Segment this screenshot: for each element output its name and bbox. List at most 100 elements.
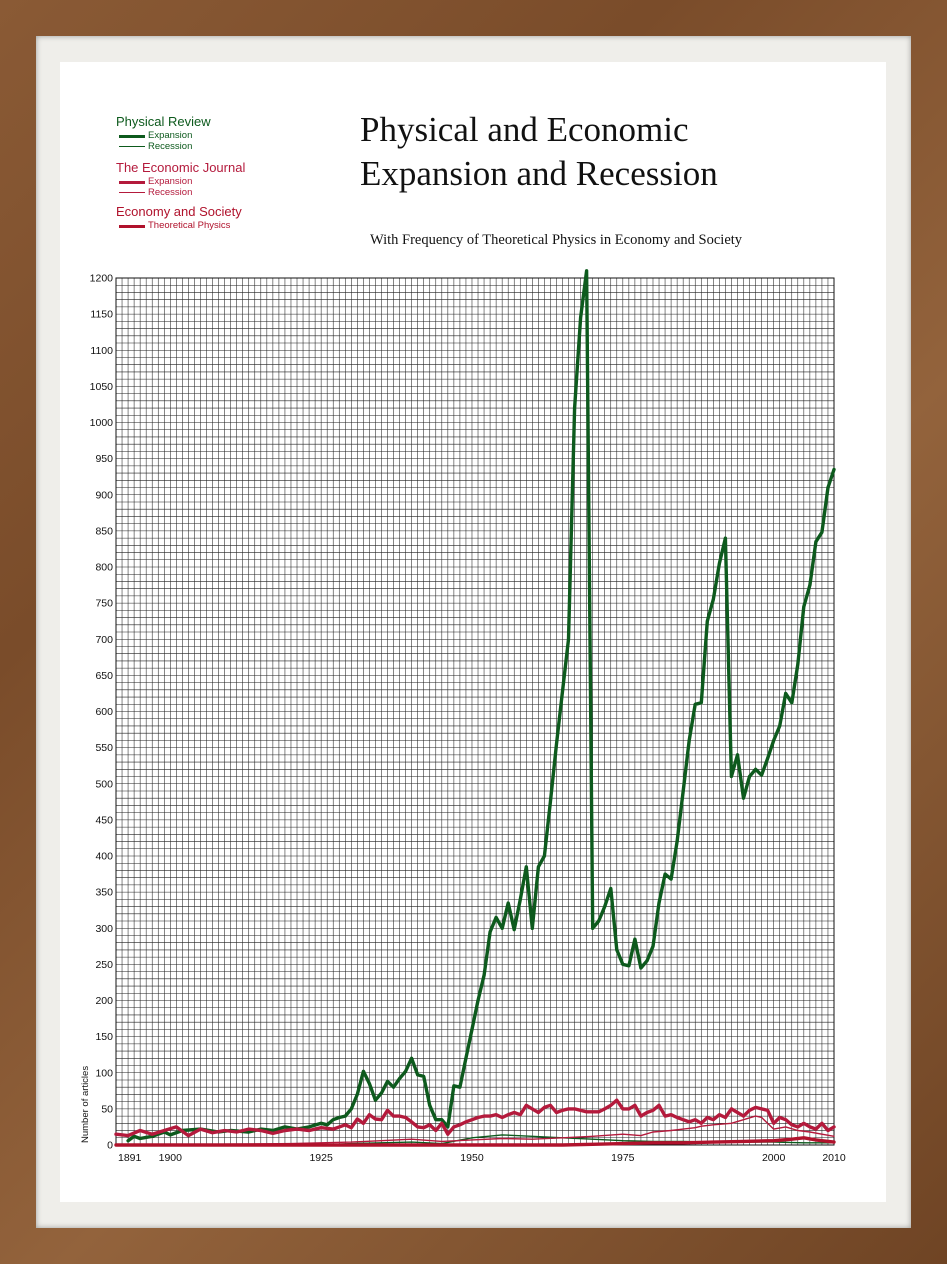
data-point — [405, 1070, 407, 1072]
data-point — [411, 1141, 413, 1143]
data-point — [634, 1104, 636, 1106]
data-point — [640, 1135, 642, 1137]
data-point — [580, 1109, 582, 1111]
data-point — [549, 1104, 552, 1106]
data-point — [326, 1124, 328, 1126]
data-point — [682, 1128, 684, 1130]
data-point — [827, 486, 829, 489]
data-point — [332, 1128, 334, 1130]
y-tick-label: 150 — [95, 1031, 113, 1043]
data-point — [670, 1114, 672, 1116]
y-tick-label: 700 — [95, 634, 113, 646]
data-point — [785, 1126, 787, 1128]
data-point — [646, 960, 648, 962]
data-point — [163, 1129, 165, 1132]
data-point — [694, 1127, 696, 1129]
data-point — [392, 1086, 395, 1088]
data-point — [755, 768, 757, 770]
data-point — [803, 1137, 805, 1139]
data-point — [399, 1115, 401, 1117]
data-point — [507, 1114, 509, 1116]
data-point — [742, 1115, 745, 1117]
data-point — [628, 965, 630, 967]
x-tick-label: 2010 — [822, 1152, 846, 1164]
data-point — [362, 1122, 364, 1124]
data-point — [495, 1114, 497, 1116]
data-point — [151, 1135, 153, 1137]
data-point — [495, 916, 497, 919]
data-point — [652, 1142, 654, 1144]
data-point — [284, 1126, 286, 1128]
data-point — [622, 1140, 624, 1142]
data-point — [441, 1140, 443, 1142]
data-point — [561, 1144, 564, 1146]
data-point — [501, 1116, 503, 1119]
data-point — [531, 1108, 533, 1110]
data-point — [531, 1135, 533, 1137]
data-point — [574, 407, 576, 409]
data-point — [640, 967, 642, 969]
data-point — [169, 1144, 171, 1146]
data-point — [761, 1108, 763, 1110]
data-point — [803, 1122, 805, 1124]
data-point — [368, 1083, 370, 1085]
data-point — [127, 1140, 129, 1142]
data-point — [362, 1070, 364, 1072]
data-point — [700, 702, 702, 704]
y-tick-label: 850 — [95, 525, 113, 537]
data-point — [652, 945, 654, 947]
data-point — [773, 739, 775, 742]
data-point — [423, 1127, 425, 1129]
data-point — [350, 1127, 352, 1129]
data-point — [767, 757, 769, 760]
data-point — [610, 887, 612, 890]
data-point — [670, 1129, 672, 1132]
data-point — [779, 1116, 781, 1119]
y-tick-label: 50 — [101, 1103, 113, 1115]
data-point — [682, 790, 684, 792]
data-point — [531, 1138, 533, 1140]
data-point — [411, 1138, 413, 1140]
data-point — [730, 1108, 733, 1110]
data-point — [773, 1128, 775, 1130]
data-point — [411, 1057, 413, 1059]
data-point — [537, 1111, 540, 1114]
data-point — [664, 873, 666, 875]
data-point — [634, 938, 636, 940]
legend-item-label: Recession — [148, 141, 193, 152]
data-point — [592, 1135, 594, 1137]
data-point — [399, 1077, 401, 1080]
y-tick-label: 250 — [95, 959, 113, 971]
data-point — [447, 1133, 449, 1135]
data-point — [320, 1122, 322, 1124]
data-point — [115, 1133, 117, 1135]
data-point — [284, 1129, 286, 1132]
data-point — [815, 541, 817, 543]
y-tick-label: 1100 — [90, 345, 113, 357]
data-point — [761, 774, 763, 776]
data-point — [724, 1116, 727, 1119]
data-point — [411, 1121, 413, 1123]
data-point — [688, 739, 690, 742]
data-point — [821, 1140, 823, 1142]
y-tick-label: 600 — [95, 706, 113, 718]
data-point — [423, 1075, 425, 1077]
data-point — [169, 1134, 171, 1136]
data-point — [531, 927, 533, 929]
data-point — [447, 1126, 449, 1128]
data-point — [543, 1106, 546, 1108]
data-point — [441, 1122, 443, 1124]
legend-item: Recession — [116, 141, 245, 152]
data-point — [380, 1119, 383, 1121]
y-tick-label: 500 — [95, 778, 113, 790]
data-point — [622, 1133, 624, 1135]
legend-group: The Economic Journal Expansion Recession — [116, 160, 245, 198]
legend-source-label: The Economic Journal — [116, 160, 246, 175]
data-point — [827, 1129, 829, 1132]
y-tick-label: 200 — [95, 995, 113, 1007]
data-point — [803, 1142, 805, 1144]
data-point — [748, 1109, 751, 1111]
data-point — [561, 1137, 564, 1139]
data-point — [694, 1119, 696, 1121]
data-point — [471, 1119, 473, 1121]
